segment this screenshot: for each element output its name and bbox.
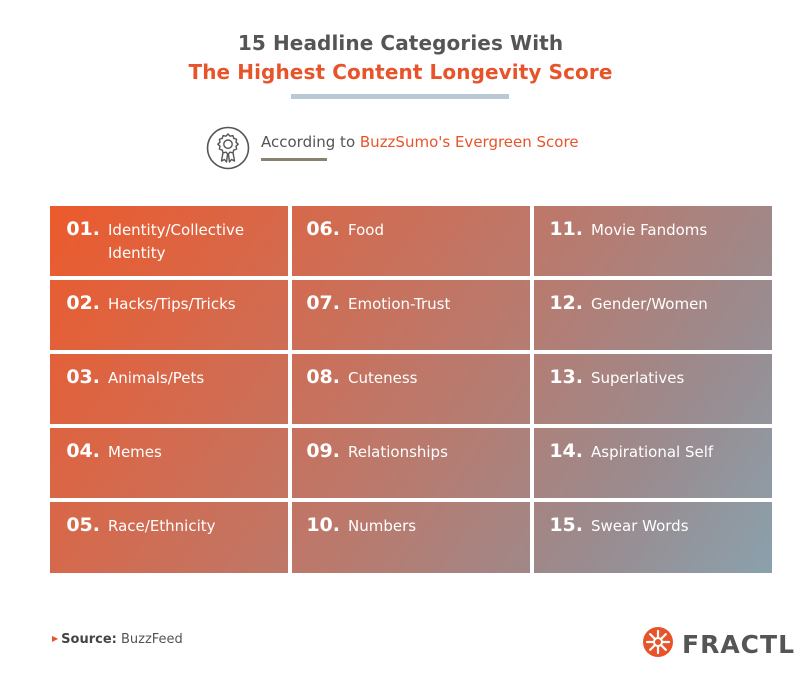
grid-divider	[50, 424, 772, 428]
category-number: 13.	[549, 366, 583, 388]
category-cell-12: 12. Gender/Women	[541, 292, 767, 316]
category-label: Animals/Pets	[108, 369, 205, 387]
category-label: Gender/Women	[591, 295, 708, 313]
subtitle-underline	[261, 158, 327, 161]
category-label: Aspirational Self	[591, 443, 714, 461]
category-number: 10.	[306, 514, 340, 536]
category-cell-05: 05. Race/Ethnicity	[58, 514, 280, 538]
category-cell-03: 03. Animals/Pets	[58, 366, 280, 390]
category-cell-11: 11. Movie Fandoms	[541, 218, 767, 242]
category-cell-13: 13. Superlatives	[541, 366, 767, 390]
category-number: 01.	[66, 218, 100, 240]
category-label: Food	[348, 221, 384, 239]
category-label: Memes	[108, 443, 162, 461]
category-label: Cuteness	[348, 369, 418, 387]
subtitle-source: BuzzSumo's Evergreen Score	[359, 133, 579, 151]
title-underline	[291, 94, 509, 99]
title-line-1: 15 Headline Categories With	[237, 31, 564, 55]
category-label: Hacks/Tips/Tricks	[108, 295, 236, 313]
category-cell-10: 10. Numbers	[298, 514, 523, 538]
category-number: 04.	[66, 440, 100, 462]
category-label: Relationships	[348, 443, 448, 461]
category-number: 11.	[549, 218, 583, 240]
category-cell-06: 06. Food	[298, 218, 523, 242]
category-number: 02.	[66, 292, 100, 314]
brand-name: FRACTL	[682, 629, 796, 659]
category-label: Identity/Collective Identity	[108, 221, 245, 262]
category-number: 15.	[549, 514, 583, 536]
grid-divider	[50, 350, 772, 354]
category-number: 09.	[306, 440, 340, 462]
category-number: 07.	[306, 292, 340, 314]
award-ribbon-icon	[206, 126, 250, 170]
category-label: Superlatives	[591, 369, 685, 387]
category-cell-14: 14. Aspirational Self	[541, 440, 767, 464]
grid-divider	[530, 206, 534, 573]
category-cell-02: 02. Hacks/Tips/Tricks	[58, 292, 280, 316]
category-number: 03.	[66, 366, 100, 388]
category-number: 12.	[549, 292, 583, 314]
category-label: Numbers	[348, 517, 417, 535]
source-value: BuzzFeed	[120, 632, 183, 647]
grid-divider	[288, 206, 292, 573]
category-grid: 01. Identity/Collective Identity 02. Hac…	[50, 206, 772, 573]
category-cell-01: 01. Identity/Collective Identity	[58, 218, 280, 265]
grid-divider	[50, 276, 772, 280]
grid-divider	[50, 498, 772, 502]
category-number: 14.	[549, 440, 583, 462]
category-cell-09: 09. Relationships	[298, 440, 523, 464]
title-line-2: The Highest Content Longevity Score	[188, 60, 613, 84]
subtitle: According to BuzzSumo's Evergreen Score	[261, 133, 579, 151]
source-label: Source:	[61, 632, 117, 647]
source-note: ▶ Source: BuzzFeed	[52, 632, 183, 647]
category-cell-08: 08. Cuteness	[298, 366, 523, 390]
category-number: 08.	[306, 366, 340, 388]
category-label: Swear Words	[591, 517, 689, 535]
category-label: Race/Ethnicity	[108, 517, 216, 535]
subtitle-prefix: According to	[261, 133, 360, 151]
category-number: 06.	[306, 218, 340, 240]
category-label: Emotion-Trust	[348, 295, 451, 313]
category-cell-04: 04. Memes	[58, 440, 280, 464]
category-number: 05.	[66, 514, 100, 536]
brand-logo: FRACTL	[642, 626, 795, 662]
category-label: Movie Fandoms	[591, 221, 708, 239]
category-cell-15: 15. Swear Words	[541, 514, 767, 538]
fractl-flower-icon	[642, 626, 674, 662]
bullet-triangle-icon: ▶	[52, 634, 59, 643]
category-cell-07: 07. Emotion-Trust	[298, 292, 523, 316]
